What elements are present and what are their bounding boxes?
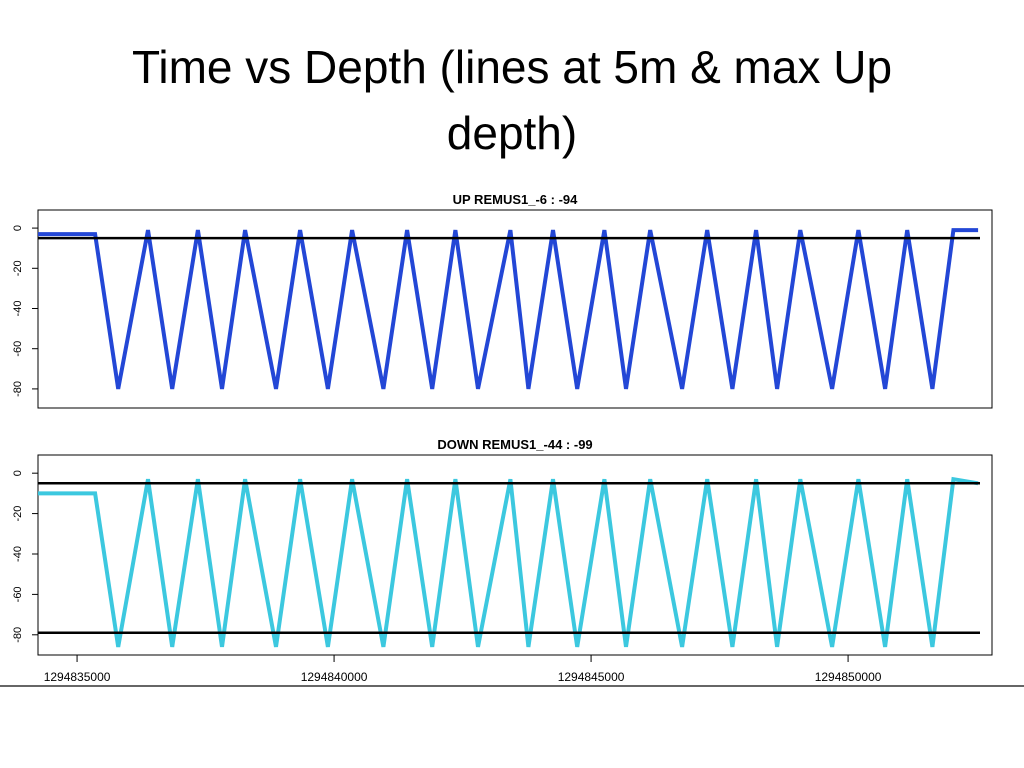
plot-frame [37,454,993,656]
y-tick-label: -40 [12,546,24,562]
x-tick-label: 1294835000 [44,670,111,684]
y-tick-label: 0 [12,470,24,476]
y-tick-label: -80 [12,381,24,397]
depth-line [38,228,979,390]
chart-title: DOWN REMUS1_-44 : -99 [437,437,592,452]
y-tick-label: -20 [12,506,24,522]
y-tick-label: -20 [12,260,24,276]
y-tick-label: -40 [12,301,24,317]
slide-title: Time vs Depth (lines at 5m & max Up dept… [131,41,893,159]
x-tick-label: 1294845000 [558,670,625,684]
depth-line [38,476,979,648]
y-tick-label: -80 [12,627,24,643]
chart-title: UP REMUS1_-6 : -94 [453,192,579,207]
y-tick-label: -60 [12,341,24,357]
y-tick-label: 0 [12,225,24,231]
x-tick-label: 1294840000 [301,670,368,684]
plot-frame [37,209,993,409]
y-tick-label: -60 [12,586,24,602]
x-tick-label: 1294850000 [815,670,882,684]
